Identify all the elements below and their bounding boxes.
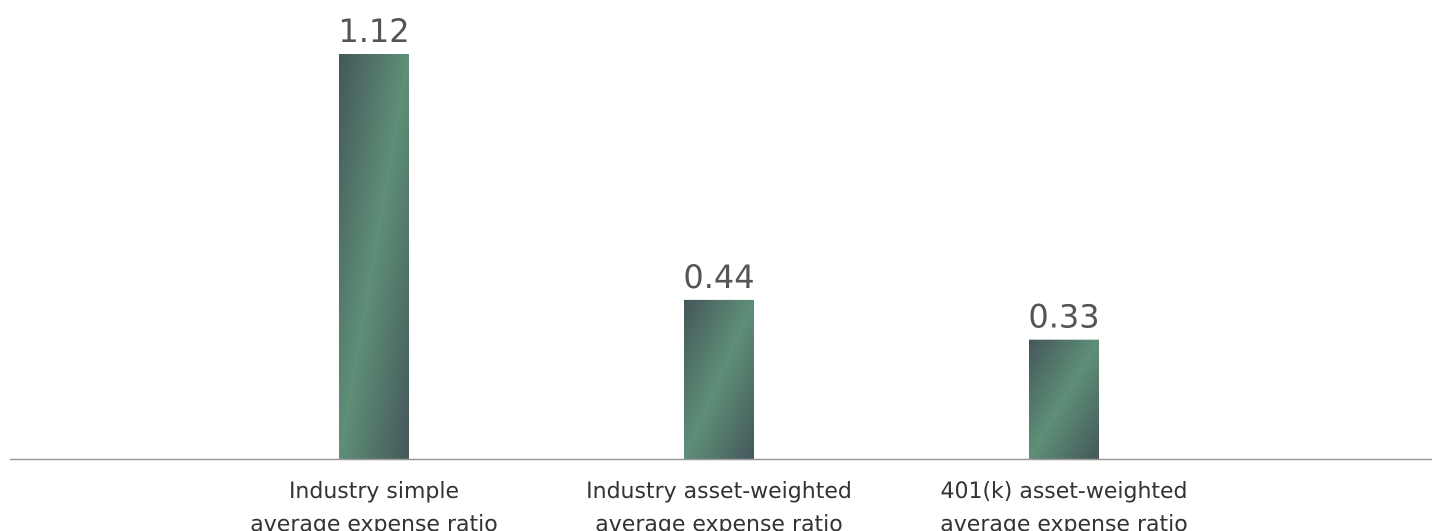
value-labels-layer: 1.12 0.44 0.33 — [338, 12, 1099, 336]
category-label-3: 401(k) asset-weighted average expense rat… — [940, 479, 1187, 531]
category-label-line: Industry simple — [289, 479, 459, 504]
data-label-1: 1.12 — [338, 12, 409, 50]
bar-2 — [684, 299, 754, 459]
category-labels-layer: Industry simple average expense ratioIndu… — [250, 479, 1187, 531]
data-label-3: 0.33 — [1028, 298, 1099, 336]
category-label-line: average expense ratio — [250, 512, 497, 531]
category-label-line: Industry asset-weighted — [586, 479, 852, 504]
category-label-2: Industry asset-weighted average expense r… — [586, 479, 852, 531]
bar-3 — [1029, 339, 1099, 459]
bar-1 — [339, 54, 409, 459]
data-label-2: 0.44 — [683, 258, 754, 296]
bars-layer — [339, 54, 1099, 459]
category-label-1: Industry simple average expense ratio — [250, 479, 497, 531]
category-label-line: 401(k) asset-weighted — [940, 479, 1187, 504]
category-label-line: average expense ratio — [595, 512, 842, 531]
category-label-line: average expense ratio — [940, 512, 1187, 531]
